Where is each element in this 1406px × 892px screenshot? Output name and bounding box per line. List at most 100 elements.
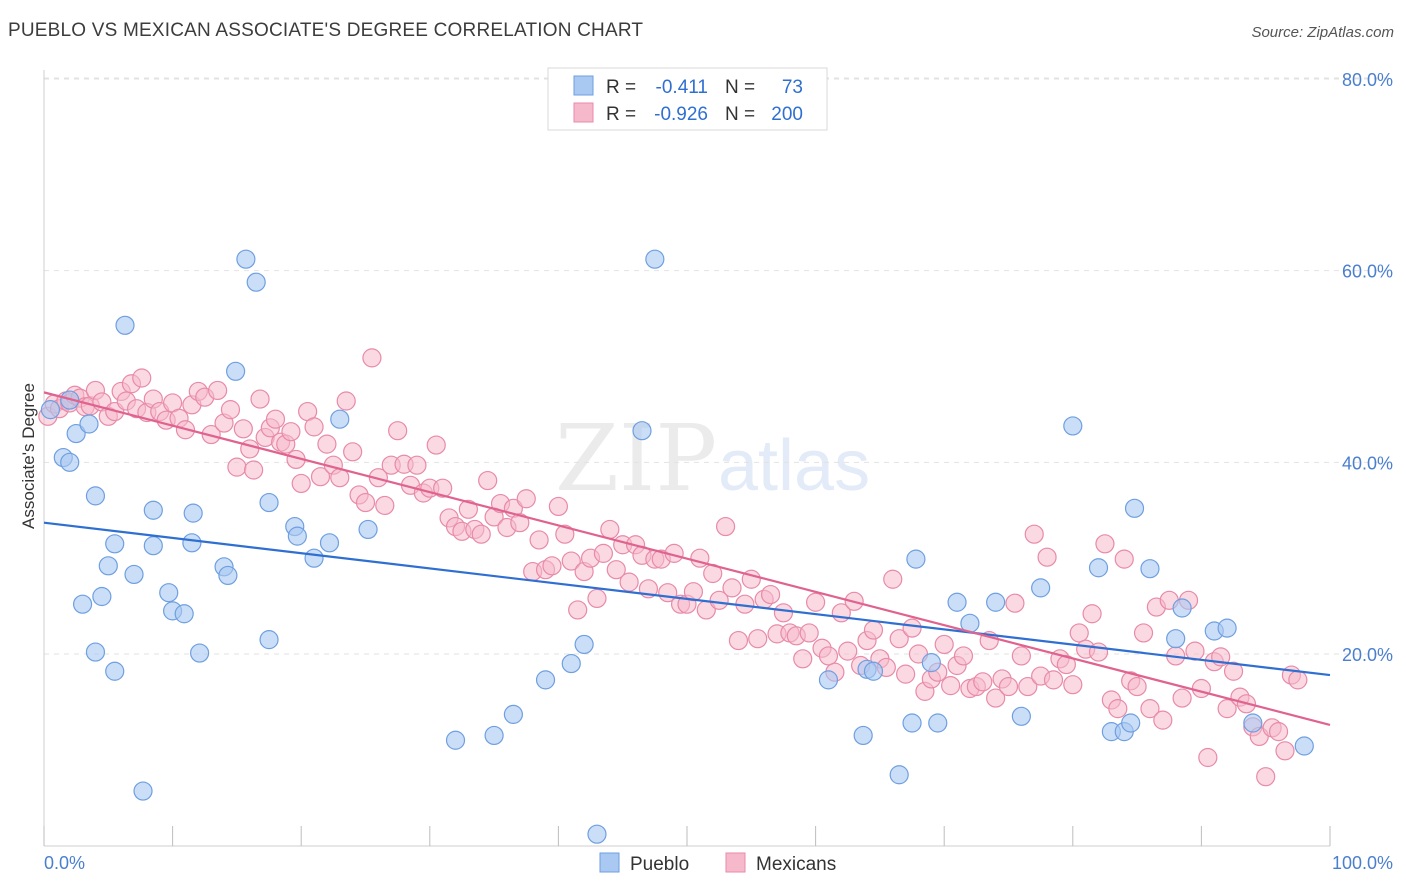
pueblo-point bbox=[561, 653, 581, 674]
mexicans-point bbox=[709, 590, 729, 610]
mexicans-point bbox=[1114, 549, 1134, 569]
pueblo-point bbox=[115, 315, 135, 335]
mexicans-point bbox=[1133, 623, 1154, 643]
mexicans-point bbox=[1172, 688, 1192, 708]
chart-title: PUEBLO VS MEXICAN ASSOCIATE'S DEGREE COR… bbox=[8, 20, 644, 41]
pueblo-point bbox=[182, 533, 202, 553]
mexicans-point bbox=[1268, 722, 1289, 742]
pueblo-point bbox=[1166, 629, 1186, 649]
pueblo-point bbox=[503, 704, 523, 724]
mexicans-point bbox=[458, 499, 478, 519]
pueblo-point bbox=[358, 519, 378, 540]
pueblo-point bbox=[183, 503, 203, 523]
bottom-legend-mexicans: Mexicans bbox=[756, 854, 836, 875]
pueblo-point bbox=[105, 661, 125, 681]
watermark-zip: ZIP bbox=[555, 405, 717, 512]
mexicans-point bbox=[1153, 710, 1173, 730]
mexicans-point bbox=[1191, 678, 1212, 699]
mexicans-point bbox=[902, 618, 922, 638]
axes bbox=[43, 70, 1331, 847]
pueblo-point bbox=[921, 653, 941, 673]
y-tick-label: 60.0% bbox=[1342, 262, 1393, 282]
mexicans-point bbox=[941, 676, 961, 696]
tick-labels: 20.0% 40.0% 60.0% 80.0% 0.0% 100.0% bbox=[44, 70, 1393, 873]
mexicans-point bbox=[220, 400, 241, 420]
mexicans-point bbox=[619, 572, 639, 592]
pueblo-point bbox=[484, 725, 504, 746]
mexicans-point bbox=[760, 584, 781, 605]
mexicans-point bbox=[805, 592, 826, 612]
pueblo-point bbox=[1140, 559, 1160, 579]
pueblo-point bbox=[60, 452, 80, 472]
legend-swatch-pueblo bbox=[573, 75, 594, 96]
mexicans-point bbox=[1140, 699, 1160, 719]
mexicans-point bbox=[1069, 623, 1089, 643]
watermark: ZIP atlas bbox=[555, 405, 870, 512]
mexicans-point bbox=[1011, 646, 1031, 666]
pueblo-point bbox=[124, 564, 144, 585]
pueblo-point bbox=[1031, 578, 1051, 598]
mexicans-point bbox=[1256, 767, 1276, 787]
pueblo-point bbox=[1172, 598, 1192, 618]
legend-swatch-mexicans bbox=[573, 102, 594, 123]
legend-n-value-mexicans: 200 bbox=[771, 104, 803, 125]
pueblo-point bbox=[72, 594, 93, 614]
pueblo-point bbox=[319, 533, 340, 553]
pueblo-point bbox=[645, 249, 665, 269]
mexicans-point bbox=[973, 672, 993, 692]
bottom-legend-swatch-pueblo bbox=[599, 852, 620, 873]
mexicans-point bbox=[355, 492, 376, 513]
bottom-legend-pueblo: Pueblo bbox=[630, 854, 689, 875]
mexicans-point bbox=[934, 634, 954, 655]
mexicans-point bbox=[593, 543, 614, 563]
pueblo-point bbox=[259, 630, 279, 650]
pueblo-point bbox=[92, 586, 112, 607]
y-tick-label: 40.0% bbox=[1342, 453, 1393, 473]
mexicans-point bbox=[555, 524, 575, 544]
y-tick-label: 80.0% bbox=[1342, 70, 1393, 90]
mexicans-point bbox=[818, 646, 839, 666]
mexicans-point bbox=[407, 455, 427, 475]
mexicans-point bbox=[516, 489, 536, 509]
pueblo-point bbox=[174, 604, 194, 624]
legend-r-label-mexicans: R = bbox=[606, 104, 636, 125]
pueblo-point bbox=[889, 765, 909, 785]
pueblo-point bbox=[1011, 706, 1031, 726]
mexicans-point bbox=[548, 496, 569, 517]
mexicans-point bbox=[132, 368, 152, 388]
mexicans-point bbox=[561, 551, 581, 571]
mexicans-point bbox=[362, 348, 382, 368]
mexicans-point bbox=[240, 439, 260, 459]
x-tick-label-max: 100.0% bbox=[1332, 853, 1393, 873]
mexicans-point bbox=[793, 649, 813, 669]
mexicans-point bbox=[748, 629, 768, 649]
mexicans-point bbox=[368, 468, 388, 488]
mexicans-point bbox=[291, 473, 311, 494]
pueblo-point bbox=[535, 670, 556, 690]
mexicans-point bbox=[722, 578, 742, 598]
mexicans-point bbox=[896, 664, 916, 684]
mexicans-point bbox=[1024, 524, 1044, 544]
mexicans-point bbox=[1223, 661, 1244, 681]
pueblo-point bbox=[159, 583, 179, 603]
pueblo-point bbox=[98, 556, 118, 576]
mexicans-point bbox=[250, 389, 270, 409]
mexicans-point bbox=[317, 434, 337, 454]
mexicans-point bbox=[542, 556, 562, 576]
mexicans-point bbox=[799, 623, 819, 643]
pueblo-point bbox=[1088, 558, 1109, 578]
watermark-atlas: atlas bbox=[718, 426, 870, 506]
mexicans-point bbox=[343, 442, 363, 462]
mexicans-point bbox=[1005, 593, 1025, 613]
mexicans-point bbox=[471, 524, 491, 544]
pueblo-point bbox=[287, 526, 307, 546]
pueblo-point bbox=[143, 500, 163, 520]
mexicans-point bbox=[1056, 654, 1076, 675]
mexicans-point bbox=[863, 620, 884, 640]
pueblo-point bbox=[246, 272, 266, 292]
series-legend: Pueblo Mexicans bbox=[599, 852, 836, 875]
mexicans-point bbox=[1043, 670, 1064, 690]
mexicans-point bbox=[310, 467, 331, 487]
pueblo-point bbox=[236, 249, 256, 269]
mexicans-point bbox=[227, 457, 247, 477]
